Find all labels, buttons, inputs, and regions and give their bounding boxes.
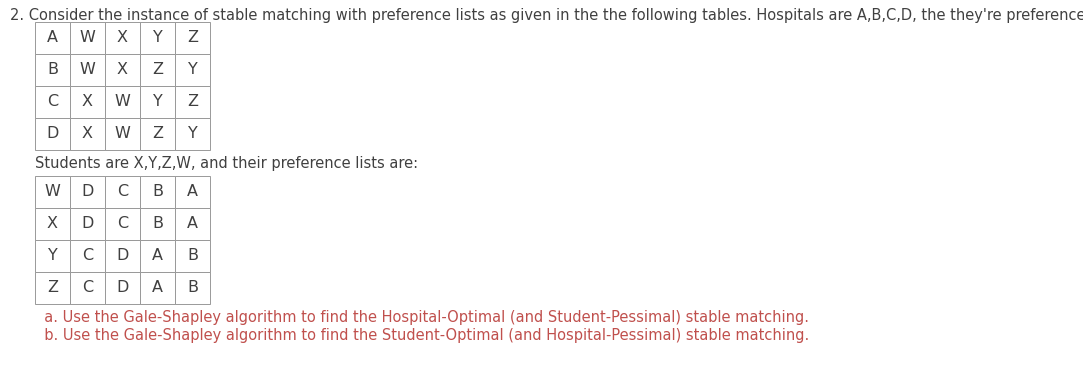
- Bar: [140, 240, 175, 272]
- Bar: [70, 86, 105, 118]
- Bar: [70, 240, 105, 272]
- Text: C: C: [82, 248, 93, 263]
- Text: W: W: [44, 184, 61, 200]
- Bar: [105, 54, 140, 86]
- Text: Students are X,Y,Z,W, and their preference lists are:: Students are X,Y,Z,W, and their preferen…: [35, 156, 418, 171]
- Bar: [105, 22, 140, 54]
- Text: 2. Consider the instance of stable matching with preference lists as given in th: 2. Consider the instance of stable match…: [10, 8, 1083, 23]
- Bar: [175, 54, 210, 86]
- Text: Y: Y: [187, 62, 197, 77]
- Text: W: W: [115, 94, 130, 110]
- Text: W: W: [79, 31, 95, 45]
- Bar: [140, 118, 175, 150]
- Bar: [70, 54, 105, 86]
- Bar: [140, 54, 175, 86]
- Text: D: D: [81, 184, 94, 200]
- Text: C: C: [82, 280, 93, 296]
- Text: A: A: [152, 280, 164, 296]
- Bar: [35, 86, 70, 118]
- Text: Y: Y: [153, 31, 162, 45]
- Bar: [105, 272, 140, 304]
- Bar: [175, 22, 210, 54]
- Text: A: A: [187, 184, 198, 200]
- Bar: [175, 176, 210, 208]
- Text: b. Use the Gale-Shapley algorithm to find the Student-Optimal (and Hospital-Pess: b. Use the Gale-Shapley algorithm to fin…: [35, 328, 809, 343]
- Bar: [140, 176, 175, 208]
- Text: Z: Z: [187, 31, 198, 45]
- Text: Y: Y: [153, 94, 162, 110]
- Bar: [175, 86, 210, 118]
- Bar: [70, 118, 105, 150]
- Text: X: X: [117, 31, 128, 45]
- Bar: [175, 240, 210, 272]
- Text: X: X: [47, 217, 58, 231]
- Bar: [70, 208, 105, 240]
- Bar: [175, 272, 210, 304]
- Text: Y: Y: [48, 248, 57, 263]
- Bar: [35, 272, 70, 304]
- Bar: [175, 208, 210, 240]
- Bar: [105, 86, 140, 118]
- Text: Z: Z: [152, 62, 164, 77]
- Text: D: D: [116, 280, 129, 296]
- Bar: [70, 272, 105, 304]
- Bar: [35, 54, 70, 86]
- Text: A: A: [47, 31, 58, 45]
- Text: D: D: [116, 248, 129, 263]
- Text: Y: Y: [187, 127, 197, 141]
- Text: X: X: [117, 62, 128, 77]
- Bar: [70, 22, 105, 54]
- Text: Z: Z: [187, 94, 198, 110]
- Text: D: D: [81, 217, 94, 231]
- Bar: [35, 118, 70, 150]
- Bar: [140, 272, 175, 304]
- Text: Z: Z: [152, 127, 164, 141]
- Text: X: X: [82, 94, 93, 110]
- Text: X: X: [82, 127, 93, 141]
- Bar: [105, 208, 140, 240]
- Bar: [105, 176, 140, 208]
- Bar: [105, 118, 140, 150]
- Text: B: B: [187, 280, 198, 296]
- Text: B: B: [152, 184, 164, 200]
- Text: C: C: [117, 217, 128, 231]
- Bar: [140, 22, 175, 54]
- Bar: [35, 208, 70, 240]
- Bar: [140, 86, 175, 118]
- Text: C: C: [117, 184, 128, 200]
- Text: A: A: [152, 248, 164, 263]
- Bar: [35, 176, 70, 208]
- Bar: [35, 240, 70, 272]
- Bar: [35, 22, 70, 54]
- Text: a. Use the Gale-Shapley algorithm to find the Hospital-Optimal (and Student-Pess: a. Use the Gale-Shapley algorithm to fin…: [35, 310, 809, 325]
- Bar: [175, 118, 210, 150]
- Text: W: W: [79, 62, 95, 77]
- Text: A: A: [187, 217, 198, 231]
- Text: B: B: [47, 62, 58, 77]
- Text: D: D: [47, 127, 58, 141]
- Text: W: W: [115, 127, 130, 141]
- Text: B: B: [152, 217, 164, 231]
- Bar: [105, 240, 140, 272]
- Text: C: C: [47, 94, 58, 110]
- Text: Z: Z: [47, 280, 58, 296]
- Bar: [70, 176, 105, 208]
- Bar: [140, 208, 175, 240]
- Text: B: B: [187, 248, 198, 263]
